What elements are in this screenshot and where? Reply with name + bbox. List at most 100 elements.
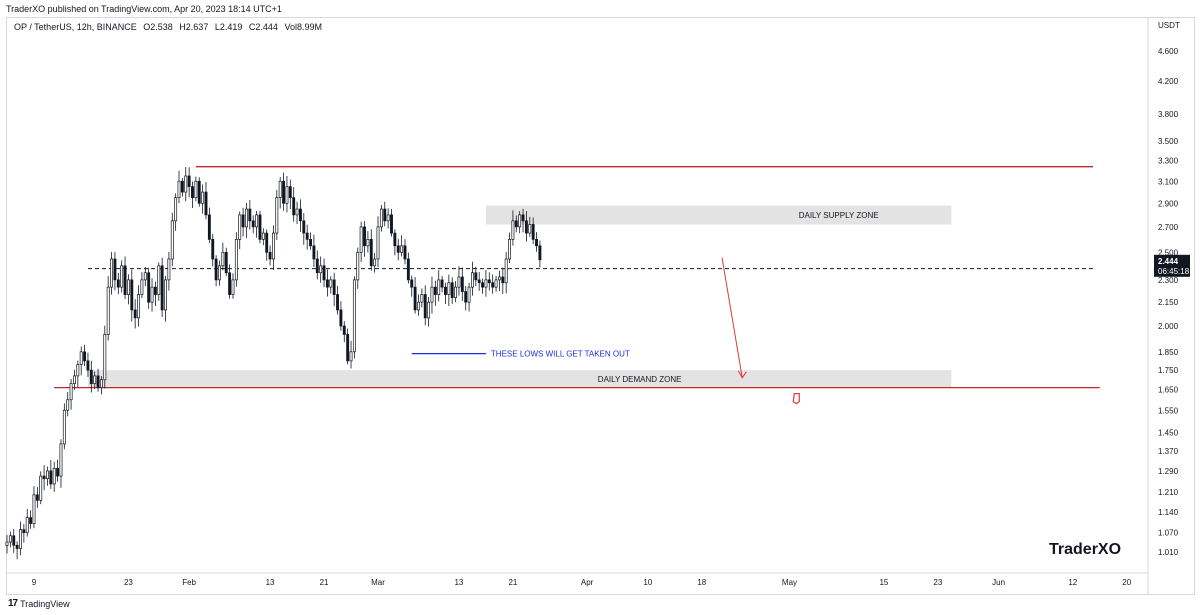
x-tick-label: Feb <box>182 578 196 587</box>
x-tick-label: 15 <box>879 578 888 587</box>
x-tick-label: 12 <box>1068 578 1077 587</box>
lows-line-label: THESE LOWS WILL GET TAKEN OUT <box>491 350 630 359</box>
candle-down <box>207 214 211 240</box>
y-tick-label: 1.850 <box>1158 348 1179 357</box>
candle-down <box>211 239 215 260</box>
candle-up <box>106 286 110 335</box>
candle-down <box>130 279 134 311</box>
candle-up <box>19 529 22 549</box>
candle-down <box>113 258 117 281</box>
candle-down <box>241 214 245 228</box>
candle-down <box>265 232 269 253</box>
candle-up <box>177 180 181 198</box>
y-tick-label: 4.600 <box>1158 47 1179 56</box>
candle-down <box>42 475 46 480</box>
candle-up <box>25 517 29 534</box>
candle-up <box>352 279 356 353</box>
candle-down <box>312 245 316 260</box>
candle-down <box>298 208 302 222</box>
candle-up <box>174 197 178 222</box>
y-tick-label: 2.150 <box>1158 298 1179 307</box>
candle-down <box>248 208 252 222</box>
candle-up <box>39 475 43 501</box>
x-tick-label: Jun <box>992 578 1005 587</box>
x-tick-label: 21 <box>508 578 517 587</box>
y-tick-label: 3.100 <box>1158 177 1179 186</box>
y-tick-label: 2.900 <box>1158 199 1179 208</box>
candle-up <box>285 186 289 204</box>
symbol-legend: OP / TetherUS, 12h, BINANCE O2.538 H2.63… <box>14 22 326 32</box>
candle-down <box>305 232 309 240</box>
y-tick-label: 1.010 <box>1158 548 1179 557</box>
candle-up <box>62 409 66 445</box>
candle-up <box>59 443 63 477</box>
candle-down <box>147 272 151 303</box>
candle-up <box>379 208 383 228</box>
candle-down <box>410 279 414 288</box>
candle-up <box>245 208 248 228</box>
candle-up <box>140 279 144 295</box>
candle-up <box>255 214 259 228</box>
candle-down <box>444 286 447 295</box>
candle-up <box>218 265 221 281</box>
candle-down <box>342 325 346 335</box>
candle-up <box>99 379 103 388</box>
x-tick-label: 23 <box>933 578 942 587</box>
candle-up <box>120 265 124 288</box>
candle-up <box>528 224 532 234</box>
candle-down <box>56 468 60 477</box>
y-tick-label: 1.750 <box>1158 366 1179 375</box>
candle-up <box>349 351 353 362</box>
y-tick-label: 3.800 <box>1158 110 1179 119</box>
candles-group <box>5 166 542 560</box>
candle-up <box>69 383 73 401</box>
candle-up <box>234 239 238 281</box>
candle-up <box>73 375 76 385</box>
supply-zone-rect <box>485 205 952 225</box>
candle-down <box>15 544 19 549</box>
candle-down <box>369 239 373 267</box>
candle-up <box>157 265 161 295</box>
candle-up <box>278 180 282 198</box>
candle-down <box>282 180 286 204</box>
symbol-name[interactable]: OP / TetherUS, 12h, BINANCE <box>14 22 137 32</box>
y-tick-label: 2.500 <box>1158 248 1179 257</box>
candle-up <box>261 232 265 240</box>
volume-value: Vol8.99M <box>284 22 322 32</box>
x-tick-label: Mar <box>371 578 385 587</box>
candle-down <box>22 529 26 534</box>
x-tick-label: 21 <box>320 578 329 587</box>
candle-up <box>194 180 198 198</box>
candle-up <box>238 214 242 240</box>
y-tick-label: 1.070 <box>1158 529 1179 538</box>
demand-zone-label: DAILY DEMAND ZONE <box>598 375 682 384</box>
candle-down <box>450 282 454 298</box>
candle-down <box>514 220 518 228</box>
candle-down <box>460 276 464 292</box>
candle-down <box>440 279 444 288</box>
candle-up <box>447 282 451 295</box>
candle-down <box>29 517 33 524</box>
candle-down <box>12 535 16 546</box>
y-tick-label: 1.450 <box>1158 428 1179 437</box>
candle-up <box>79 351 83 365</box>
candle-up <box>497 276 501 281</box>
candle-down <box>83 351 87 362</box>
candle-up <box>110 258 114 288</box>
candle-down <box>325 279 329 288</box>
candle-down <box>464 291 468 303</box>
last-price-countdown: 06:45:18 <box>1158 267 1190 276</box>
candle-down <box>477 279 481 284</box>
candle-down <box>160 265 164 311</box>
footer-brand[interactable]: 17 TradingView <box>8 598 70 609</box>
projection-arrow-line <box>721 257 743 378</box>
x-tick-label: 23 <box>124 578 133 587</box>
candle-up <box>126 279 130 295</box>
y-tick-label: 2.300 <box>1158 276 1179 285</box>
candle-down <box>197 180 201 204</box>
x-tick-label: 20 <box>1122 578 1131 587</box>
last-price-value: 2.444 <box>1158 257 1179 266</box>
candle-up <box>170 220 174 260</box>
candle-down <box>332 279 336 295</box>
